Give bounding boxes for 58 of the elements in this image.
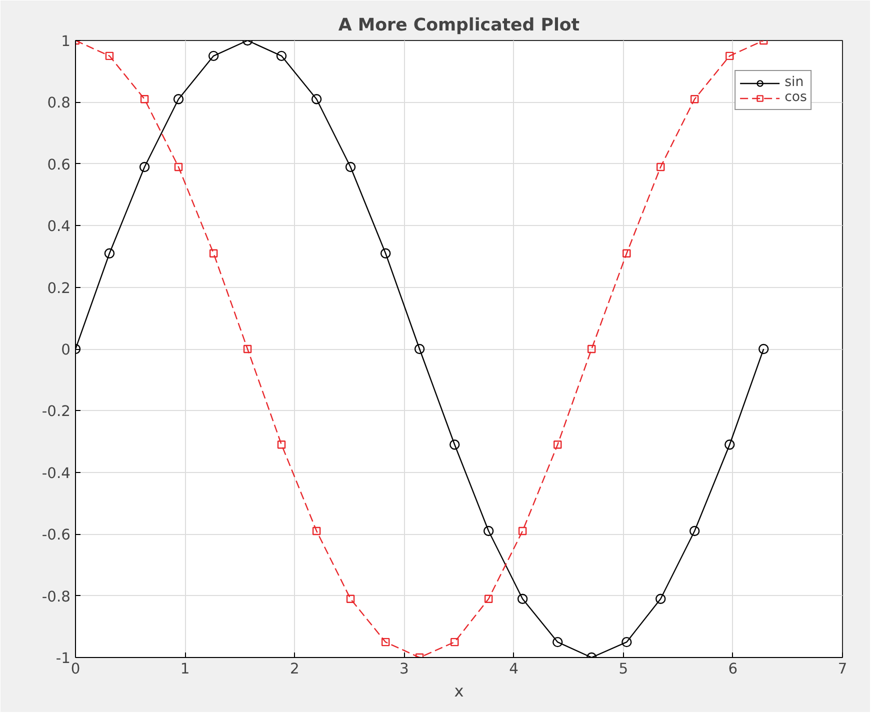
point <box>277 440 286 449</box>
x-tick-label: 6 <box>728 660 738 678</box>
y-tick-label: -0.2 <box>42 403 71 420</box>
point <box>450 638 459 646</box>
point <box>243 344 252 354</box>
x-tick-label: 1 <box>180 660 190 678</box>
point <box>656 162 665 172</box>
point <box>312 526 321 536</box>
point <box>656 594 666 604</box>
point <box>381 638 390 646</box>
x-tick-label: 3 <box>400 660 409 678</box>
y-tick-label: -0.4 <box>42 464 71 482</box>
point <box>622 636 632 648</box>
point <box>380 248 391 258</box>
x-tick-label: 2 <box>290 660 300 678</box>
point <box>139 162 150 172</box>
y-tick-label: -0.8 <box>42 588 71 606</box>
point <box>345 162 356 172</box>
point <box>518 526 527 536</box>
y-tick-label: 0.2 <box>47 280 71 297</box>
legend-label: sin <box>784 75 805 90</box>
x-tick-label: 7 <box>838 660 848 678</box>
point <box>140 95 149 104</box>
point <box>758 344 769 354</box>
y-tick-label: 0.8 <box>47 94 71 112</box>
point <box>483 526 494 536</box>
x-axis-title: x <box>454 682 464 700</box>
point <box>414 344 425 354</box>
point <box>311 94 322 104</box>
point <box>726 52 734 60</box>
point <box>209 249 218 258</box>
point <box>104 248 115 258</box>
x-tick-label: 5 <box>618 660 628 678</box>
point <box>346 594 355 603</box>
y-tick-label: 0.6 <box>47 156 71 174</box>
point <box>587 344 596 354</box>
point <box>689 526 700 536</box>
x-tick-label: 4 <box>509 660 518 678</box>
point <box>208 50 219 62</box>
y-tick-label: -0.6 <box>42 526 71 544</box>
y-tick-label: 1 <box>61 33 71 50</box>
point <box>276 50 287 62</box>
point <box>105 52 114 60</box>
y-tick-label: -1 <box>56 650 71 667</box>
point <box>690 95 699 104</box>
point <box>622 249 631 258</box>
y-tick-label: 0 <box>61 342 71 358</box>
chart-title: A More Complicated Plot <box>338 16 580 36</box>
point <box>174 162 183 172</box>
point <box>552 636 563 648</box>
point <box>554 440 562 449</box>
point <box>484 594 493 603</box>
y-tick-label: 0.4 <box>47 218 71 236</box>
point <box>517 594 528 604</box>
legend-label: cos <box>784 90 807 105</box>
point <box>450 440 460 450</box>
point <box>173 94 184 104</box>
point <box>724 440 735 450</box>
